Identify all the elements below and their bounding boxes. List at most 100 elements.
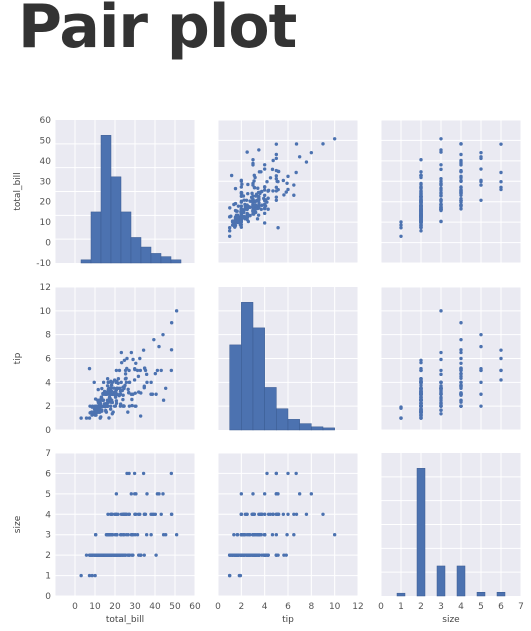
scatter-point: [119, 380, 123, 385]
scatter-point: [246, 191, 250, 196]
scatter-point: [252, 173, 256, 178]
histogram-bar-size: [416, 468, 426, 597]
scatter-point: [459, 380, 463, 385]
scatter-point: [459, 350, 463, 355]
scatter-point: [439, 408, 443, 412]
histogram-bar-total_bill: [120, 211, 132, 264]
scatter-point: [99, 395, 104, 400]
scatter-point: [439, 395, 443, 400]
scatter-point: [262, 512, 267, 516]
scatter-point: [124, 380, 129, 385]
scatter-point: [114, 512, 118, 516]
scatter-point: [126, 533, 130, 537]
scatter-point: [169, 512, 174, 516]
scatter-point: [139, 391, 143, 395]
y-axis-label-size: size: [13, 515, 23, 533]
scatter-point: [105, 377, 110, 381]
scatter-point: [133, 391, 137, 395]
scatter-point: [321, 142, 325, 146]
histogram-bar-total_bill: [140, 246, 152, 264]
scatter-point: [419, 173, 423, 178]
scatter-point: [479, 344, 483, 349]
scatter-point: [159, 512, 163, 516]
scatter-point: [439, 198, 443, 202]
scatter-point: [248, 533, 252, 537]
scatter-point: [260, 203, 264, 208]
scatter-point: [84, 416, 89, 420]
x-tick-label: 50: [169, 602, 181, 612]
scatter-point: [499, 170, 503, 175]
scatter-point: [479, 380, 483, 385]
scatter-point: [274, 195, 279, 199]
scatter-point: [251, 199, 255, 203]
scatter-point: [142, 366, 147, 371]
scatter-point: [90, 405, 94, 409]
scatter-point: [141, 348, 146, 352]
scatter-point: [459, 158, 463, 163]
y-tick-label: 0: [45, 592, 51, 602]
scatter-point: [123, 372, 128, 376]
x-tick-label: 0: [378, 602, 384, 612]
scatter-point: [274, 185, 279, 190]
scatter-point: [286, 174, 290, 179]
scatter-point: [274, 142, 279, 146]
scatter-point: [419, 404, 423, 408]
scatter-point: [459, 321, 463, 325]
scatter-point: [459, 170, 463, 174]
scatter-point: [132, 378, 137, 382]
scatter-point: [236, 553, 241, 557]
scatter-point: [108, 392, 112, 396]
scatter-point: [268, 512, 273, 516]
scatter-point: [110, 533, 115, 537]
scatter-point: [133, 367, 137, 371]
scatter-point: [251, 158, 255, 162]
scatter-point: [419, 220, 423, 224]
scatter-point: [79, 416, 83, 420]
scatter-point: [262, 221, 267, 225]
scatter-point: [285, 533, 289, 537]
scatter-point: [281, 178, 286, 183]
scatter-point: [262, 553, 267, 557]
scatter-point: [270, 167, 275, 172]
scatter-point: [161, 332, 165, 337]
scatter-point: [232, 202, 236, 207]
scatter-point: [276, 179, 280, 184]
scatter-point: [110, 412, 114, 416]
scatter-point: [99, 404, 103, 408]
scatter-point: [138, 356, 142, 361]
scatter-point: [245, 207, 249, 212]
scatter-point: [114, 380, 118, 385]
histogram-bar-tip: [322, 427, 335, 431]
scatter-point: [284, 553, 288, 557]
scatter-point: [119, 360, 124, 365]
scatter-point: [227, 229, 232, 233]
scatter-point: [439, 380, 443, 385]
scatter-point: [251, 533, 255, 537]
scatter-point: [112, 386, 116, 390]
scatter-point: [419, 194, 423, 198]
scatter-point: [229, 553, 234, 557]
scatter-point: [145, 380, 149, 385]
scatter-point: [106, 380, 110, 385]
scatter-point: [107, 416, 111, 420]
scatter-point: [419, 380, 423, 385]
scatter-point: [479, 368, 483, 373]
scatter-point: [271, 158, 275, 163]
scatter-point: [239, 553, 244, 557]
scatter-point: [274, 176, 279, 181]
scatter-point: [92, 380, 96, 385]
scatter-point: [294, 471, 298, 476]
scatter-point: [260, 189, 264, 194]
scatter-point: [399, 405, 403, 409]
scatter-point: [154, 553, 158, 557]
scatter-point: [130, 397, 134, 402]
scatter-point: [239, 204, 244, 208]
x-tick-label: 2: [238, 602, 244, 612]
y-tick-label: 20: [40, 198, 52, 208]
scatter-point: [439, 137, 443, 141]
scatter-point: [229, 173, 234, 178]
scatter-point: [132, 471, 137, 476]
scatter-point: [419, 182, 423, 187]
scatter-point: [479, 150, 483, 155]
